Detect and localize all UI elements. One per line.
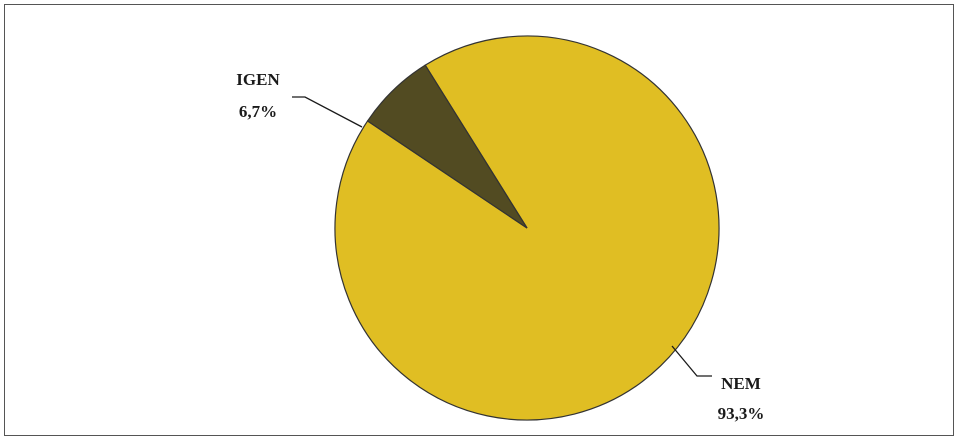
slice-label-nem: NEM [721, 374, 761, 393]
leader-line-igen [292, 96, 363, 128]
pie-slice-igen [366, 64, 528, 229]
leader-line-nem [671, 345, 712, 377]
leader-lines [292, 96, 712, 377]
slice-label-igen: IGEN [236, 70, 280, 89]
slice-labels: IGEN 6,7% NEM 93,3% [236, 70, 764, 423]
slice-value-igen: 6,7% [239, 102, 277, 121]
slice-value-nem: 93,3% [718, 404, 765, 423]
pie-slices [334, 35, 720, 421]
